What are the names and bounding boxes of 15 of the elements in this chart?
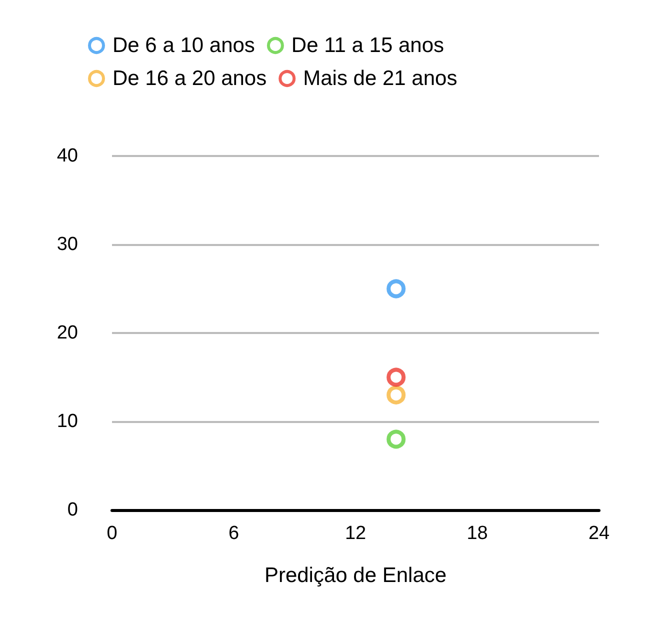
y-tick-label: 20 <box>56 322 78 344</box>
x-tick-label: 6 <box>228 523 240 544</box>
x-tick-label: 12 <box>344 523 366 544</box>
legend-label: De 11 a 15 anos <box>291 34 444 57</box>
y-tick-label: 10 <box>56 411 78 432</box>
x-axis-title: Predição de Enlace <box>264 564 447 587</box>
x-tick-label: 18 <box>466 523 488 544</box>
legend-label: De 16 a 20 anos <box>112 67 267 90</box>
y-tick-label: 40 <box>56 146 78 166</box>
legend-label: Mais de 21 anos <box>303 67 458 90</box>
legend-label: De 6 a 10 anos <box>112 34 255 57</box>
y-tick-label: 30 <box>56 234 78 255</box>
x-tick-label: 24 <box>588 523 610 544</box>
y-tick-label: 0 <box>67 500 78 520</box>
x-tick-label: 0 <box>106 523 118 544</box>
